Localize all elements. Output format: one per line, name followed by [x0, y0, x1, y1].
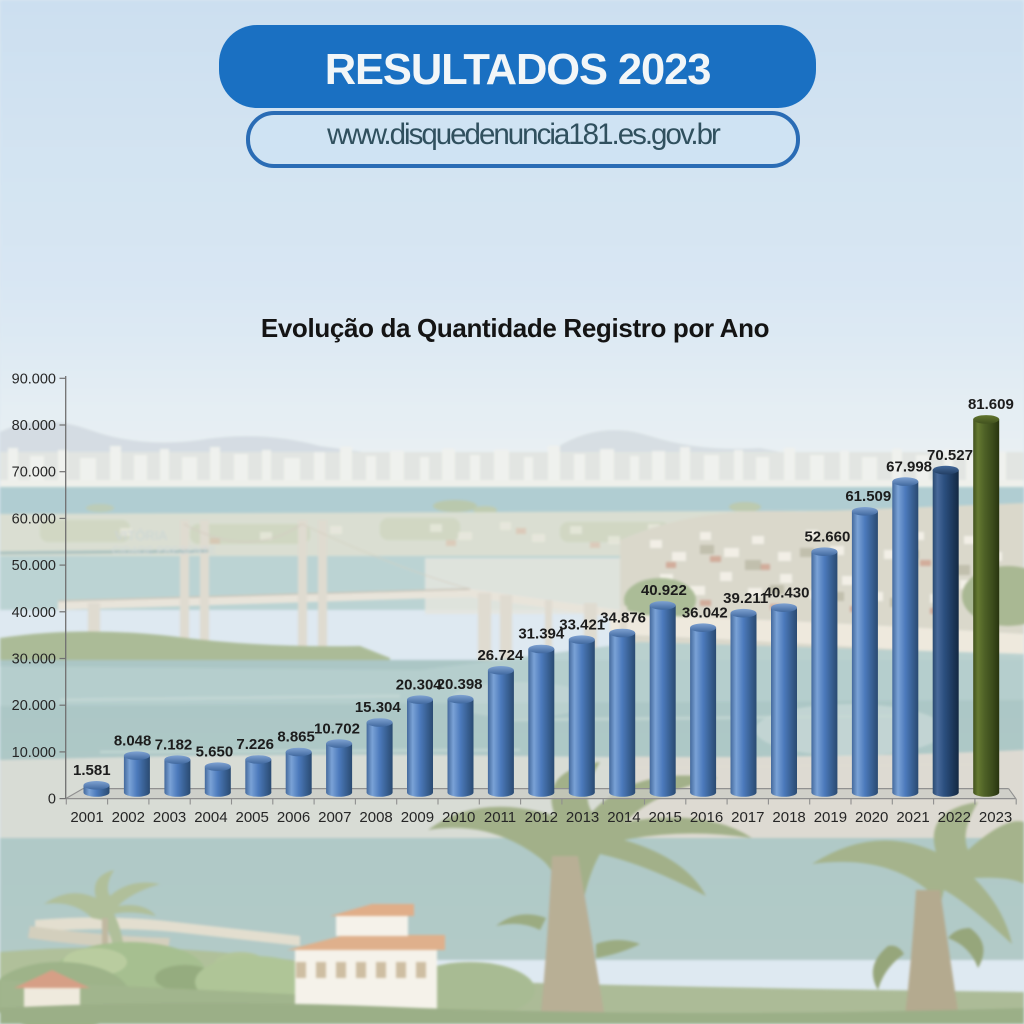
svg-text:15.304: 15.304	[355, 699, 402, 716]
svg-text:10.000: 10.000	[12, 745, 56, 761]
svg-text:2021: 2021	[896, 809, 929, 826]
svg-text:2003: 2003	[153, 809, 186, 826]
svg-text:7.182: 7.182	[155, 736, 193, 753]
svg-text:2013: 2013	[566, 809, 599, 826]
svg-text:70.527: 70.527	[927, 447, 973, 464]
svg-text:2002: 2002	[112, 809, 145, 826]
svg-text:2016: 2016	[690, 809, 723, 826]
svg-text:2005: 2005	[236, 809, 269, 826]
svg-text:34.876: 34.876	[600, 610, 646, 627]
svg-text:70.000: 70.000	[12, 465, 56, 481]
svg-text:2022: 2022	[938, 809, 971, 826]
svg-text:2018: 2018	[772, 809, 805, 826]
svg-text:80.000: 80.000	[12, 418, 56, 434]
svg-text:20.398: 20.398	[437, 676, 483, 693]
svg-text:2023: 2023	[979, 809, 1012, 826]
svg-text:2012: 2012	[525, 809, 558, 826]
svg-text:2009: 2009	[401, 809, 434, 826]
svg-text:CIDADE PRESENTE: CIDADE PRESENTE	[112, 545, 216, 557]
svg-text:67.998: 67.998	[886, 458, 932, 475]
svg-text:36.042: 36.042	[682, 604, 728, 621]
svg-text:2008: 2008	[359, 809, 392, 826]
svg-text:8.865: 8.865	[277, 729, 315, 746]
svg-text:8.048: 8.048	[114, 732, 152, 749]
svg-text:2007: 2007	[318, 809, 351, 826]
svg-text:2004: 2004	[194, 809, 227, 826]
svg-text:5.650: 5.650	[196, 743, 234, 760]
svg-text:50.000: 50.000	[12, 558, 56, 574]
svg-text:2014: 2014	[607, 809, 640, 826]
svg-text:52.660: 52.660	[804, 528, 850, 545]
svg-text:26.724: 26.724	[477, 647, 524, 664]
svg-text:2017: 2017	[731, 809, 764, 826]
svg-text:2001: 2001	[70, 809, 103, 826]
svg-text:20.304: 20.304	[396, 676, 443, 693]
svg-text:1.581: 1.581	[73, 762, 111, 779]
svg-text:40.000: 40.000	[12, 605, 56, 621]
svg-text:81.609: 81.609	[968, 396, 1014, 413]
svg-text:61.509: 61.509	[845, 488, 891, 505]
svg-text:90.000: 90.000	[12, 371, 56, 387]
svg-text:40.430: 40.430	[764, 584, 810, 601]
svg-text:2020: 2020	[855, 809, 888, 826]
svg-text:10.702: 10.702	[314, 720, 360, 737]
svg-text:2011: 2011	[484, 809, 516, 826]
svg-text:2006: 2006	[277, 809, 310, 826]
svg-text:2010: 2010	[442, 809, 475, 826]
svg-text:2015: 2015	[649, 809, 682, 826]
svg-text:VITÓRIA: VITÓRIA	[115, 528, 167, 543]
svg-text:40.922: 40.922	[641, 582, 687, 599]
svg-text:33.421: 33.421	[559, 616, 605, 633]
svg-text:39.211: 39.211	[723, 590, 768, 607]
svg-text:31.394: 31.394	[518, 626, 565, 643]
svg-text:20.000: 20.000	[12, 698, 56, 714]
svg-text:60.000: 60.000	[12, 511, 56, 527]
svg-text:0: 0	[48, 792, 56, 808]
svg-text:2019: 2019	[814, 809, 847, 826]
svg-text:30.000: 30.000	[12, 652, 56, 668]
svg-text:7.226: 7.226	[236, 736, 274, 753]
